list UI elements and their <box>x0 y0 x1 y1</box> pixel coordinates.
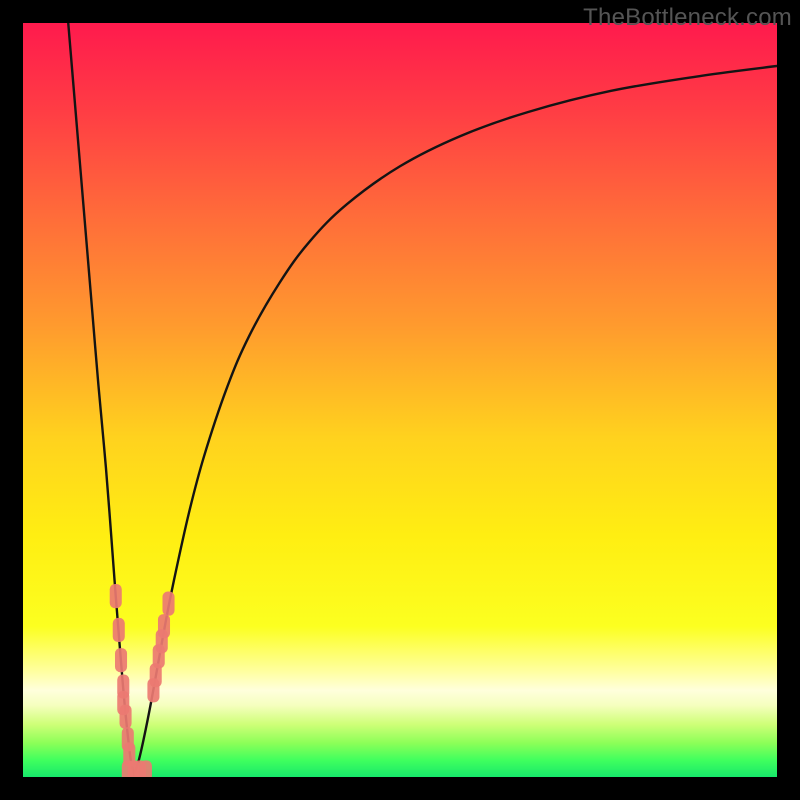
scatter-marker <box>115 648 127 672</box>
plot-area <box>23 23 777 777</box>
bottleneck-curve-right <box>134 66 777 775</box>
scatter-marker <box>140 760 152 777</box>
scatter-marker <box>158 614 170 638</box>
scatter-marker <box>162 592 174 616</box>
chart-overlay <box>23 23 777 777</box>
scatter-marker <box>110 584 122 608</box>
watermark-text: TheBottleneck.com <box>583 4 792 32</box>
canvas-root: TheBottleneck.com <box>0 0 800 800</box>
scatter-marker <box>120 705 132 729</box>
scatter-marker <box>113 618 125 642</box>
